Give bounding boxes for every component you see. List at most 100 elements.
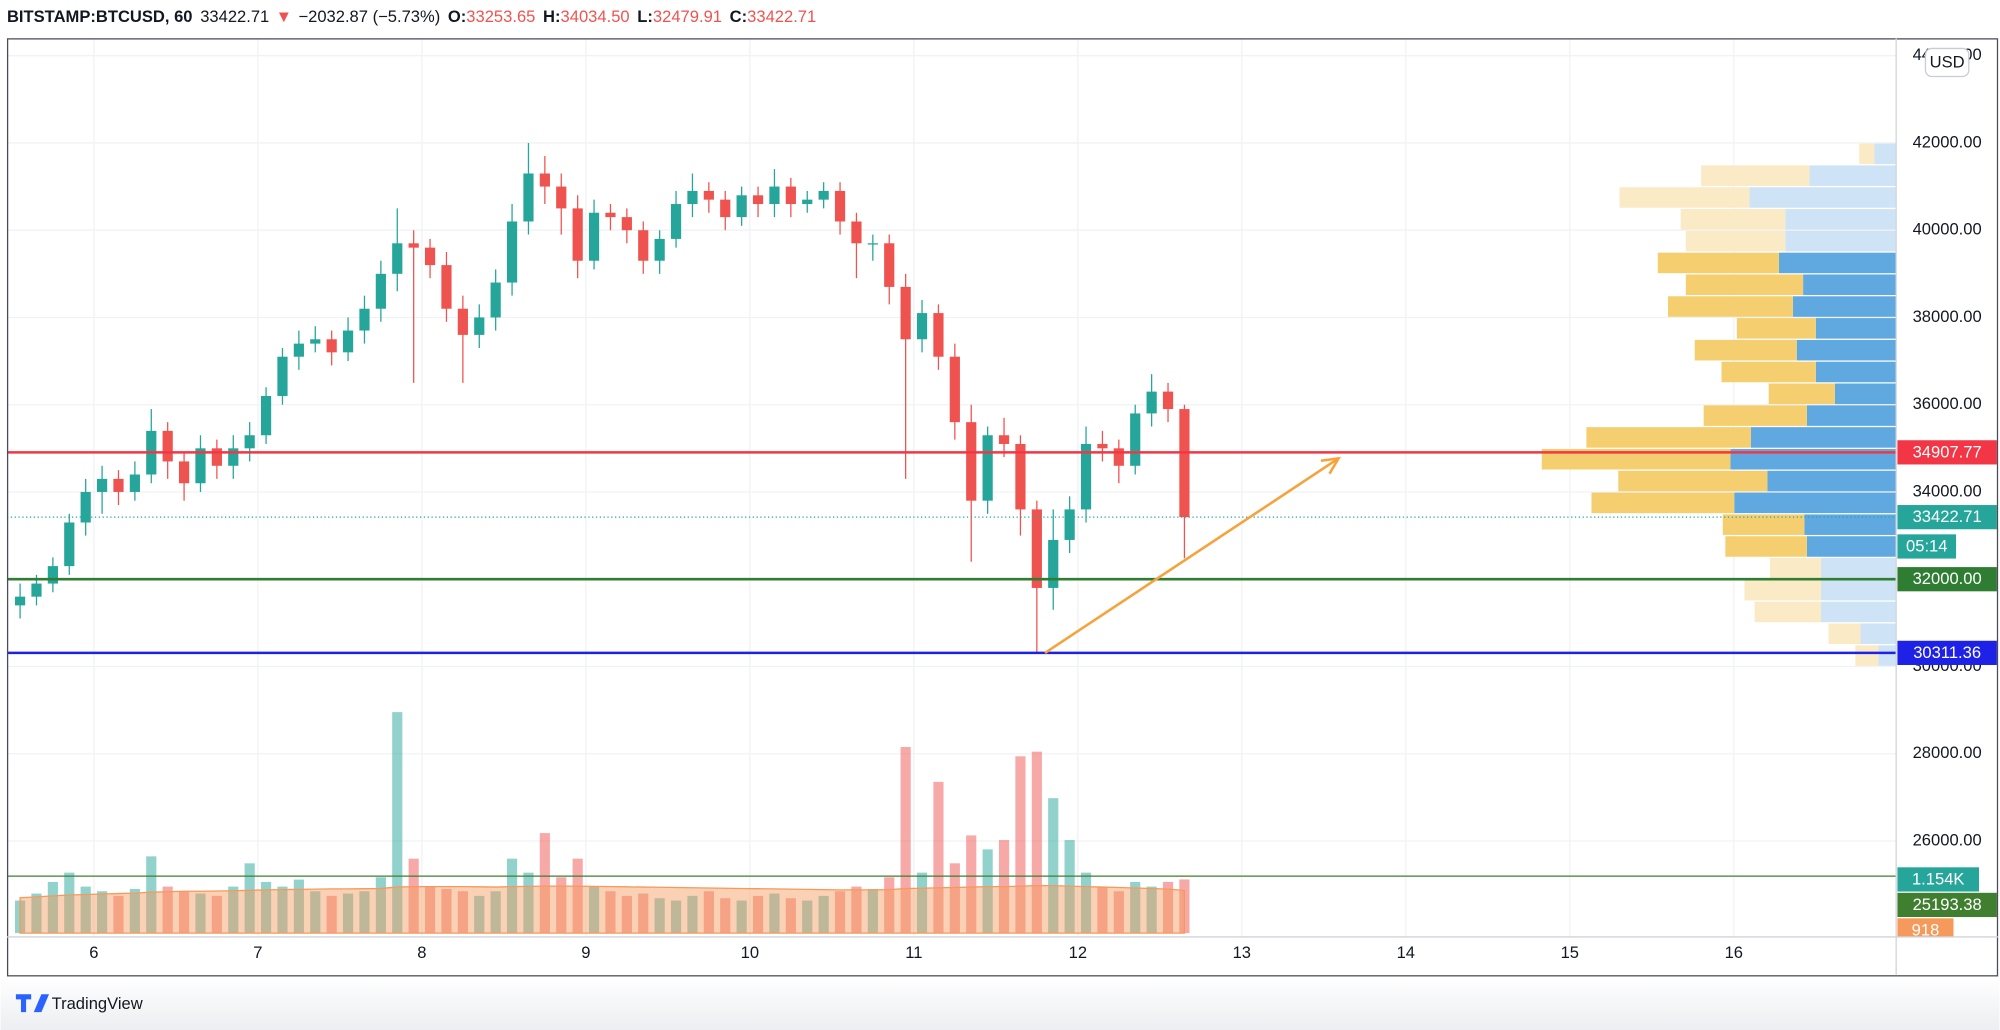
- tag-box: [1897, 892, 1997, 918]
- volume-bar: [310, 891, 321, 934]
- candle-body: [884, 243, 895, 287]
- volume-bar: [818, 895, 829, 934]
- badge-box: [1924, 47, 1970, 78]
- volume-bar: [260, 881, 272, 934]
- volume-bar: [178, 891, 190, 934]
- currency-badge: USD: [1924, 47, 1970, 78]
- candle-body: [424, 247, 436, 266]
- candle-body: [687, 190, 698, 205]
- candle-body: [392, 243, 403, 274]
- x-tick-label: 8: [417, 943, 426, 962]
- volume-bar: [1130, 881, 1141, 934]
- currency-label: USD: [1930, 52, 1965, 71]
- candles: [14, 142, 1190, 653]
- x-tick-label: 6: [89, 943, 98, 962]
- brand-name: TradingView: [52, 994, 143, 1013]
- profile-down: [1619, 187, 1750, 208]
- y-tick-label: 38000.00: [1913, 307, 1982, 326]
- volume-bar: [424, 886, 436, 934]
- candle-body: [539, 173, 550, 187]
- volume-bar: [359, 891, 370, 934]
- volume-bar: [949, 863, 960, 934]
- candle-body: [720, 199, 731, 218]
- profile-up: [1804, 514, 1897, 535]
- candle-body: [1146, 391, 1157, 414]
- profile-down: [1721, 361, 1816, 383]
- candle-body: [375, 273, 386, 309]
- trend-arrow: [1044, 457, 1340, 654]
- price-tag: 25193.38: [1897, 892, 1997, 918]
- candle-body: [785, 186, 796, 205]
- volume-bar: [96, 891, 108, 934]
- candle-body: [949, 356, 960, 423]
- profile-down: [1754, 601, 1821, 623]
- volume-bar: [621, 895, 632, 934]
- volume-bar: [1162, 881, 1174, 934]
- candle-body: [523, 173, 534, 222]
- brand[interactable]: TradingView: [15, 994, 143, 1013]
- volume-bar: [293, 879, 304, 934]
- volume-bar: [228, 886, 239, 934]
- volume-bar: [539, 833, 550, 934]
- candle-body: [228, 448, 239, 466]
- candle-body: [441, 265, 452, 309]
- tag-text: 918: [1912, 920, 1940, 939]
- x-tick-label: 14: [1397, 943, 1415, 962]
- volume-bar: [146, 856, 157, 934]
- candle-body: [900, 286, 911, 340]
- candle-body: [260, 395, 272, 436]
- x-tick-label: 11: [905, 943, 922, 962]
- ohlc-value: 33422.71: [747, 7, 816, 26]
- candle-body: [867, 243, 878, 245]
- volume-bar: [884, 877, 895, 934]
- volume-bar: [1097, 886, 1108, 934]
- last-price: 33422.71: [200, 7, 269, 26]
- candle-body: [1162, 391, 1174, 410]
- price-tag: 30311.36: [1897, 640, 1997, 665]
- last-price-tag: 33422.71: [1897, 505, 1997, 530]
- volume-bar: [736, 900, 747, 934]
- candle-body: [916, 313, 928, 340]
- profile-up: [1809, 165, 1897, 186]
- volume-bar: [1031, 751, 1042, 934]
- volume-bar: [752, 895, 764, 934]
- tag-box: [1897, 534, 1957, 559]
- candle-body: [736, 195, 747, 218]
- profile-up: [1820, 579, 1897, 601]
- candle-body: [998, 435, 1010, 444]
- volume-bar: [851, 886, 862, 934]
- volume-bar: [802, 900, 813, 934]
- candle-body: [244, 435, 255, 449]
- candle-body: [818, 190, 829, 200]
- volume-bar: [982, 849, 993, 934]
- symbol: BITSTAMP:BTCUSD, 60: [7, 7, 193, 26]
- volume-tag: 1.154K: [1897, 867, 1980, 892]
- volume-bar: [408, 858, 419, 934]
- profile-up: [1785, 230, 1897, 252]
- profile-up: [1820, 601, 1897, 623]
- time-axis: 6 7 8 9 10 11 12 13 14 15 16: [89, 943, 1743, 962]
- ohlc-label: H:: [543, 7, 560, 26]
- volume-bar: [195, 893, 206, 934]
- candle-body: [703, 190, 714, 200]
- tag-box: [1897, 918, 1954, 937]
- candle-body: [752, 195, 764, 205]
- profile-up: [1815, 318, 1897, 339]
- candle-body: [638, 230, 649, 261]
- profile-up: [1815, 361, 1897, 383]
- profile-up: [1860, 623, 1897, 645]
- tag-text: 32000.00: [1913, 569, 1982, 588]
- volume-bar: [129, 888, 140, 934]
- candle-body: [31, 583, 42, 597]
- volume-bar: [572, 858, 583, 934]
- direction: ▼: [276, 7, 292, 26]
- profile-up: [1749, 187, 1897, 208]
- price-lines: [6, 451, 1897, 877]
- candle-body: [113, 478, 124, 492]
- volume-bar: [162, 886, 173, 934]
- candle-body: [1031, 509, 1042, 588]
- profile-down: [1725, 536, 1807, 557]
- y-tick-label: 42000.00: [1913, 132, 1982, 151]
- candle-body: [572, 208, 583, 261]
